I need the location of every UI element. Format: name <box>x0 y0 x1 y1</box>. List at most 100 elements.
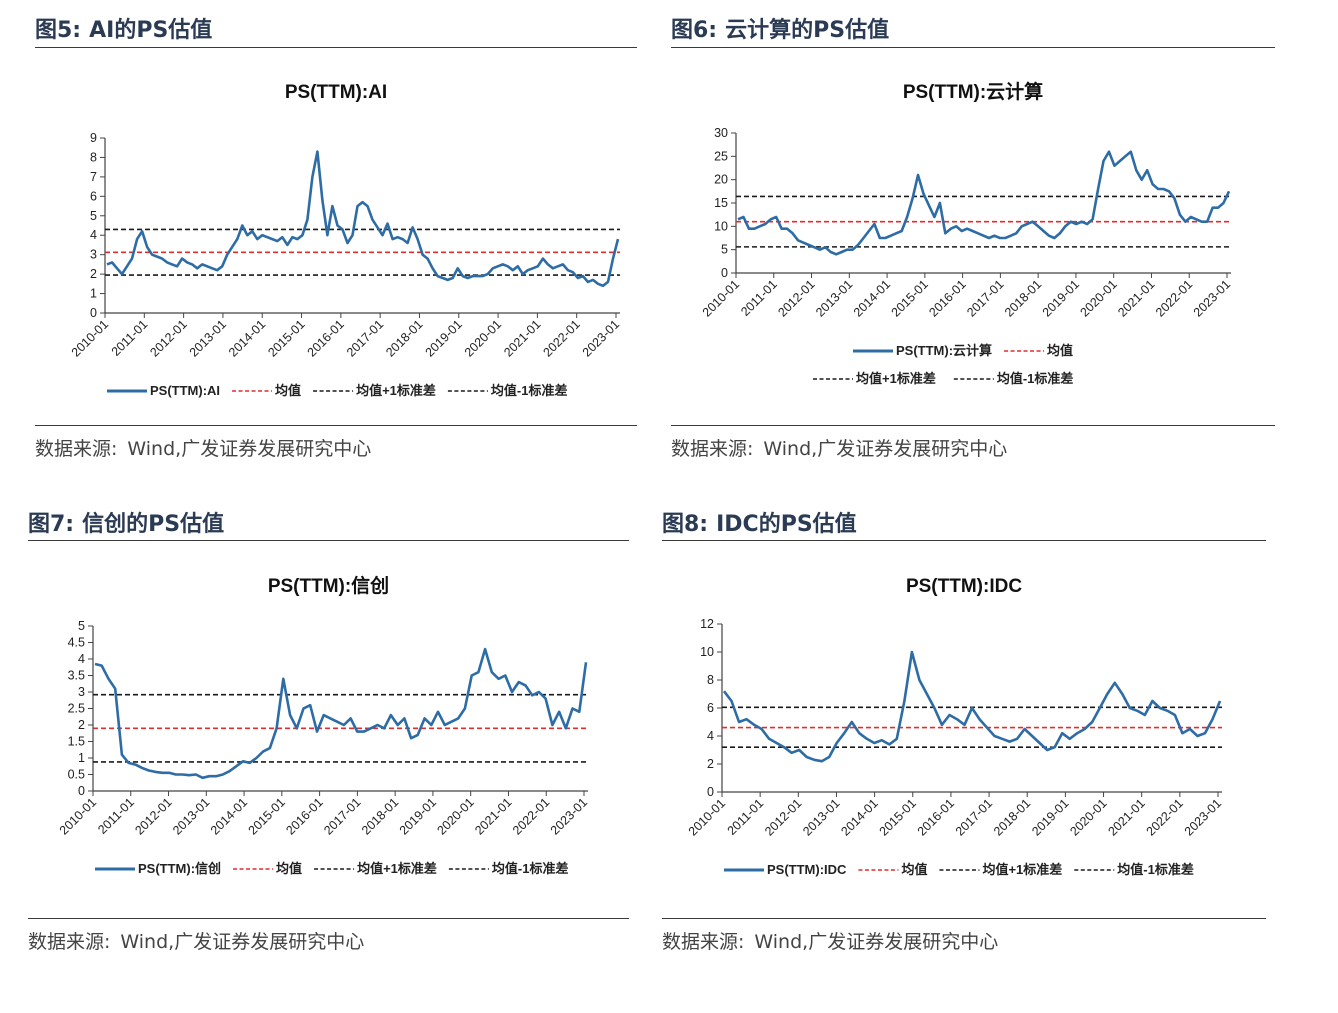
x-tick-label: 2014-01 <box>851 277 893 319</box>
source-rule <box>28 918 629 919</box>
x-tick-label: 2010-01 <box>69 317 111 359</box>
x-tick-label: 2015-01 <box>246 795 288 837</box>
legend-label: 均值+1标准差 <box>856 371 936 386</box>
source-note: 数据来源: Wind,广发证券发展研究中心 <box>662 927 998 954</box>
chart-title: PS(TTM):IDC <box>906 576 1022 597</box>
source-rule <box>671 425 1275 426</box>
x-tick-label: 2013-01 <box>187 317 229 359</box>
y-tick-label: 25 <box>714 149 728 163</box>
x-tick-label: 2015-01 <box>889 277 931 319</box>
source-text: Wind,广发证券发展研究中心 <box>754 931 999 953</box>
x-tick-label: 2021-01 <box>1105 796 1147 838</box>
x-tick-label: 2011-01 <box>725 796 767 838</box>
x-tick-label: 2022-01 <box>510 795 552 837</box>
figure-name: 云计算的PS估值 <box>725 18 890 43</box>
x-tick-label: 2019-01 <box>1040 277 1082 319</box>
source-text: Wind,广发证券发展研究中心 <box>763 438 1008 460</box>
y-tick-label: 1.5 <box>68 735 85 749</box>
x-tick-label: 2019-01 <box>423 317 465 359</box>
x-tick-label: 2020-01 <box>462 317 504 359</box>
x-tick-label: 2023-01 <box>1191 277 1233 319</box>
y-tick-label: 15 <box>714 196 728 210</box>
x-tick-label: 2022-01 <box>1144 796 1186 838</box>
legend-label: 均值 <box>276 861 302 876</box>
x-tick-label: 2023-01 <box>580 317 622 359</box>
y-tick-label: 3 <box>90 248 97 262</box>
y-tick-label: 10 <box>714 219 728 233</box>
x-tick-label: 2018-01 <box>359 795 401 837</box>
figure-title: 图5: AI的PS估值 <box>35 12 212 44</box>
y-tick-label: 3 <box>78 685 85 699</box>
source-label: 数据来源: <box>662 931 745 953</box>
y-tick-label: 2.5 <box>68 702 85 716</box>
x-tick-label: 2020-01 <box>1077 277 1119 319</box>
legend-label: 均值+1标准差 <box>982 862 1062 877</box>
x-tick-label: 2013-01 <box>813 277 855 319</box>
figure-title: 图6: 云计算的PS估值 <box>671 12 889 44</box>
chart-ps-xinchuang: PS(TTM):信创00.511.522.533.544.552010-0120… <box>57 574 590 876</box>
figure-6-panel: 图6: 云计算的PS估值 PS(TTM):云计算 0 5 10 15 20 25 30 2010-… <box>671 12 1275 462</box>
legend-label: 均值-1标准差 <box>1117 862 1194 877</box>
x-tick-label: 2017-01 <box>321 795 363 837</box>
y-tick-label: 3.5 <box>68 669 85 683</box>
x-tick-label: 2014-01 <box>838 796 880 838</box>
y-tick-label: 9 <box>90 131 97 145</box>
y-tick-label: 5 <box>721 243 728 257</box>
x-tick-label: 2019-01 <box>397 795 439 837</box>
x-tick-label: 2011-01 <box>109 317 151 359</box>
y-tick-label: 8 <box>707 673 714 687</box>
series-line <box>106 150 620 288</box>
figure-name: AI的PS估值 <box>89 18 213 43</box>
source-text: Wind,广发证券发展研究中心 <box>120 931 365 953</box>
y-tick-label: 0 <box>78 784 85 798</box>
x-tick-label: 2015-01 <box>877 796 919 838</box>
x-tick-label: 2018-01 <box>991 796 1033 838</box>
x-tick-label: 2012-01 <box>147 317 189 359</box>
title-rule <box>28 540 629 541</box>
chart-title: PS(TTM):云计算 <box>903 80 1043 103</box>
source-label: 数据来源: <box>671 438 754 460</box>
x-tick-label: 2022-01 <box>540 317 582 359</box>
figure-title: 图7: 信创的PS估值 <box>28 506 224 538</box>
x-tick-label: 2017-01 <box>964 277 1006 319</box>
y-tick-label: 7 <box>90 170 97 184</box>
figure-5-panel: 图5: AI的PS估值 PS(TTM):AI 0 1 2 3 4 5 6 7 8 9 2010-01 20… <box>35 12 637 462</box>
title-rule <box>671 47 1275 48</box>
x-tick-label: 2014-01 <box>208 795 250 837</box>
x-tick-label: 2021-01 <box>501 317 543 359</box>
x-tick-label: 2019-01 <box>1029 796 1071 838</box>
x-tick-label: 2012-01 <box>762 796 804 838</box>
source-note: 数据来源: Wind,广发证券发展研究中心 <box>671 434 1007 461</box>
y-tick-label: 0.5 <box>68 768 85 782</box>
x-tick-label: 2014-01 <box>226 317 268 359</box>
source-label: 数据来源: <box>35 438 118 460</box>
x-tick-label: 2011-01 <box>738 277 780 319</box>
legend-label: 均值+1标准差 <box>356 383 436 398</box>
figure-number: 图5: <box>35 18 82 43</box>
y-tick-label: 1 <box>90 287 97 301</box>
y-tick-label: 2 <box>707 757 714 771</box>
y-tick-label: 8 <box>90 150 97 164</box>
legend-label: 均值-1标准差 <box>492 861 569 876</box>
figure-title: 图8: IDC的PS估值 <box>662 506 857 538</box>
y-tick-label: 20 <box>714 173 728 187</box>
y-tick-label: 6 <box>90 189 97 203</box>
x-tick-label: 2023-01 <box>548 795 590 837</box>
y-tick-label: 12 <box>700 617 714 631</box>
x-tick-label: 2017-01 <box>953 796 995 838</box>
figure-number: 图8: <box>662 512 709 537</box>
legend-label: 均值 <box>275 383 301 398</box>
x-tick-label: 2011-01 <box>95 795 137 837</box>
source-text: Wind,广发证券发展研究中心 <box>127 438 372 460</box>
x-tick-label: 2016-01 <box>926 277 968 319</box>
y-tick-label: 2 <box>90 267 97 281</box>
x-tick-label: 2012-01 <box>775 277 817 319</box>
x-tick-label: 2017-01 <box>344 317 386 359</box>
x-tick-label: 2016-01 <box>305 317 347 359</box>
x-tick-label: 2021-01 <box>1115 277 1157 319</box>
chart-title: PS(TTM):AI <box>285 82 387 103</box>
y-tick-label: 4 <box>78 652 85 666</box>
legend-label: 均值+1标准差 <box>357 861 437 876</box>
x-tick-label: 2021-01 <box>472 795 514 837</box>
y-tick-label: 4 <box>90 228 97 242</box>
